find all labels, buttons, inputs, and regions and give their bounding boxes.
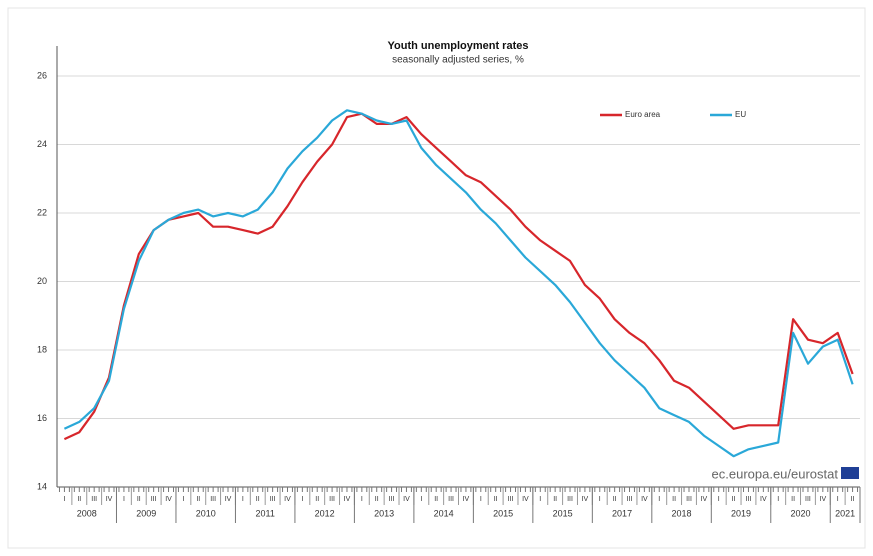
quarter-label: I — [182, 496, 184, 503]
year-label: 2018 — [672, 508, 692, 518]
eu-flag — [841, 467, 859, 479]
quarter-label: II — [851, 496, 855, 503]
quarter-label: III — [448, 496, 454, 503]
quarter-label: III — [508, 496, 514, 503]
quarter-label: IV — [522, 496, 529, 503]
quarter-label: I — [777, 496, 779, 503]
y-tick-label: 18 — [37, 344, 47, 354]
quarter-label: IV — [225, 496, 232, 503]
quarter-label: III — [270, 496, 276, 503]
quarter-label: I — [480, 496, 482, 503]
quarter-label: IV — [701, 496, 708, 503]
y-tick-label: 26 — [37, 70, 47, 80]
quarter-label: II — [732, 496, 736, 503]
quarter-label: I — [837, 496, 839, 503]
year-label: 2010 — [196, 508, 216, 518]
year-label: 2017 — [612, 508, 632, 518]
quarter-label: II — [196, 496, 200, 503]
quarter-label: I — [539, 496, 541, 503]
chart-subtitle: seasonally adjusted series, % — [392, 55, 524, 66]
y-tick-label: 22 — [37, 207, 47, 217]
year-label: 2015 — [493, 508, 513, 518]
series-line — [63, 112, 854, 441]
quarter-label: III — [91, 496, 97, 503]
quarter-label: IV — [760, 496, 767, 503]
series-line — [63, 109, 854, 458]
year-label: 2021 — [835, 508, 855, 518]
quarter-label: II — [256, 496, 260, 503]
quarter-label: I — [420, 496, 422, 503]
quarter-label: IV — [403, 496, 410, 503]
quarter-label: I — [63, 496, 65, 503]
quarter-label: III — [686, 496, 692, 503]
quarter-label: IV — [641, 496, 648, 503]
y-tick-label: 16 — [37, 413, 47, 423]
year-label: 2011 — [256, 508, 275, 518]
quarter-label: I — [658, 496, 660, 503]
quarter-label: II — [672, 496, 676, 503]
source: ec.europa.eu/eurostat — [712, 466, 839, 481]
quarter-label: I — [242, 496, 244, 503]
year-label: 2012 — [315, 508, 335, 518]
chart-title: Youth unemployment rates — [388, 40, 529, 52]
year-label: 2019 — [731, 508, 751, 518]
quarter-label: II — [77, 496, 81, 503]
quarter-label: II — [553, 496, 557, 503]
quarter-label: II — [791, 496, 795, 503]
y-tick-label: 20 — [37, 276, 47, 286]
quarter-label: IV — [463, 496, 470, 503]
quarter-label: IV — [284, 496, 291, 503]
frame — [7, 7, 866, 549]
quarter-label: I — [599, 496, 601, 503]
quarter-label: III — [210, 496, 216, 503]
quarter-label: III — [151, 496, 157, 503]
quarter-label: II — [137, 496, 141, 503]
quarter-label: III — [389, 496, 395, 503]
y-tick-label: 14 — [37, 481, 47, 491]
quarter-label: III — [329, 496, 335, 503]
year-label: 2009 — [136, 508, 156, 518]
quarter-label: II — [494, 496, 498, 503]
quarter-label: II — [375, 496, 379, 503]
quarter-label: IV — [344, 496, 351, 503]
quarter-label: II — [434, 496, 438, 503]
year-label: 2008 — [77, 508, 97, 518]
quarter-label: II — [315, 496, 319, 503]
quarter-label: IV — [820, 496, 827, 503]
quarter-label: III — [746, 496, 752, 503]
y-tick-label: 24 — [37, 139, 47, 149]
quarter-label: I — [123, 496, 125, 503]
quarter-label: I — [718, 496, 720, 503]
quarter-label: IV — [582, 496, 589, 503]
year-label: 2020 — [791, 508, 811, 518]
quarter-label: III — [567, 496, 573, 503]
quarter-label: I — [301, 496, 303, 503]
year-label: 2014 — [434, 508, 454, 518]
legend-label: Euro area — [625, 110, 661, 119]
quarter-label: II — [613, 496, 617, 503]
year-label: 2015 — [553, 508, 573, 518]
quarter-label: III — [805, 496, 811, 503]
year-label: 2013 — [374, 508, 394, 518]
quarter-label: IV — [106, 496, 113, 503]
quarter-label: I — [361, 496, 363, 503]
legend-label: EU — [735, 110, 746, 119]
quarter-label: IV — [165, 496, 172, 503]
quarter-label: III — [627, 496, 633, 503]
